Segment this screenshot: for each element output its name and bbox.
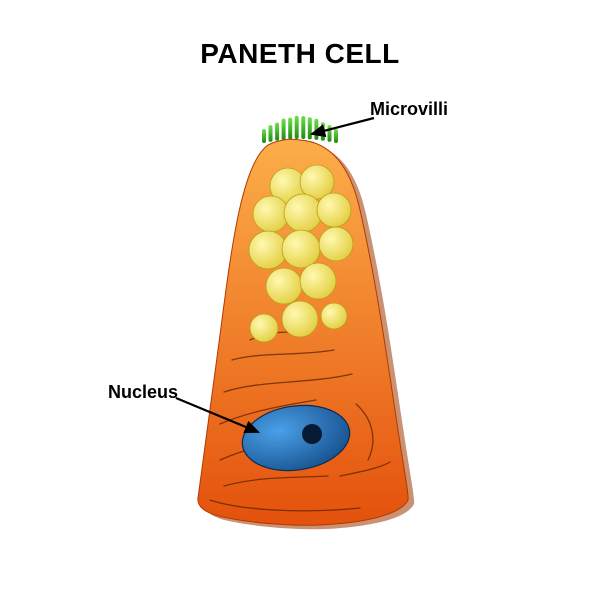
granule	[284, 194, 322, 232]
microvillus	[282, 119, 286, 140]
granule	[321, 303, 347, 329]
microvillus	[275, 123, 279, 141]
microvillus	[301, 116, 305, 139]
granule	[249, 231, 287, 269]
microvillus	[295, 116, 299, 139]
cell-diagram	[0, 0, 600, 600]
granule	[300, 263, 336, 299]
granule	[282, 230, 320, 268]
microvillus	[308, 117, 312, 139]
microvillus	[314, 119, 318, 140]
granule	[319, 227, 353, 261]
microvillus	[288, 118, 292, 140]
microvillus	[262, 129, 266, 143]
granule	[317, 193, 351, 227]
microvillus	[334, 129, 338, 143]
microvillus	[328, 125, 332, 142]
granule	[282, 301, 318, 337]
granule	[253, 196, 289, 232]
granule	[250, 314, 278, 342]
microvillus	[269, 125, 273, 142]
granule	[266, 268, 302, 304]
